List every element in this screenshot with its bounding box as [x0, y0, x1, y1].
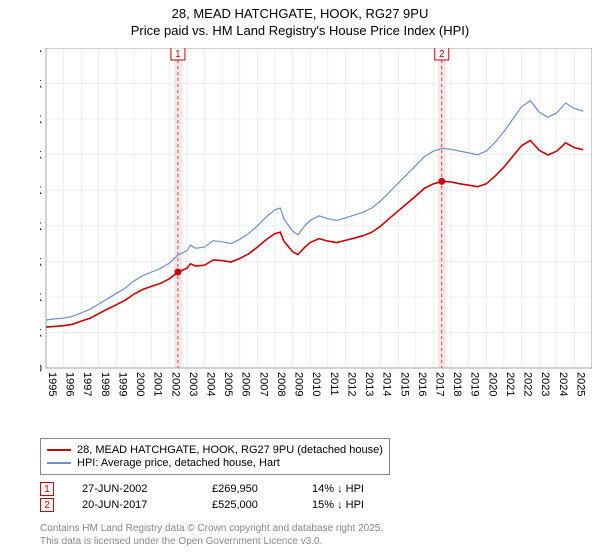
- svg-text:2020: 2020: [486, 372, 498, 396]
- svg-text:2005: 2005: [222, 372, 234, 396]
- legend-label: HPI: Average price, detached house, Hart: [77, 457, 280, 469]
- svg-text:2022: 2022: [522, 372, 534, 396]
- svg-text:2001: 2001: [152, 372, 164, 396]
- legend-label: 28, MEAD HATCHGATE, HOOK, RG27 9PU (deta…: [77, 444, 383, 456]
- marker-price: £525,000: [212, 499, 312, 511]
- marker-date: 20-JUN-2017: [82, 499, 212, 511]
- svg-text:1996: 1996: [64, 372, 76, 396]
- legend-swatch-icon: [47, 449, 71, 452]
- svg-text:£800K: £800K: [40, 79, 43, 91]
- svg-text:2021: 2021: [504, 372, 516, 396]
- svg-text:2006: 2006: [240, 372, 252, 396]
- svg-text:2025: 2025: [574, 372, 586, 396]
- marker-table: 1 27-JUN-2002 £269,950 14% ↓ HPI 2 20-JU…: [40, 482, 592, 514]
- svg-text:£200K: £200K: [40, 292, 43, 304]
- svg-text:2019: 2019: [469, 372, 481, 396]
- legend-item-price-paid: 28, MEAD HATCHGATE, HOOK, RG27 9PU (deta…: [47, 444, 383, 456]
- svg-text:£700K: £700K: [40, 114, 43, 126]
- svg-text:2016: 2016: [416, 372, 428, 396]
- svg-text:2002: 2002: [169, 372, 181, 396]
- svg-text:2007: 2007: [257, 372, 269, 396]
- svg-text:£0: £0: [40, 363, 42, 375]
- svg-text:1997: 1997: [81, 372, 93, 396]
- marker-badge-icon: 1: [40, 482, 54, 496]
- svg-text:2: 2: [439, 49, 445, 60]
- legend: 28, MEAD HATCHGATE, HOOK, RG27 9PU (deta…: [40, 438, 390, 475]
- marker-row-1: 1 27-JUN-2002 £269,950 14% ↓ HPI: [40, 482, 592, 496]
- svg-text:1: 1: [175, 49, 181, 60]
- svg-text:2003: 2003: [187, 372, 199, 396]
- svg-text:2012: 2012: [345, 372, 357, 396]
- title-address: 28, MEAD HATCHGATE, HOOK, RG27 9PU: [0, 6, 600, 21]
- title-subtitle: Price paid vs. HM Land Registry's House …: [0, 23, 600, 38]
- svg-text:£100K: £100K: [40, 327, 43, 339]
- svg-text:2024: 2024: [557, 372, 569, 396]
- svg-text:2015: 2015: [398, 372, 410, 396]
- marker-price: £269,950: [212, 483, 312, 495]
- svg-text:2004: 2004: [205, 372, 217, 396]
- svg-text:2023: 2023: [539, 372, 551, 396]
- svg-text:£400K: £400K: [40, 221, 43, 233]
- svg-text:2009: 2009: [293, 372, 305, 396]
- legend-item-hpi: HPI: Average price, detached house, Hart: [47, 457, 383, 469]
- attribution: Contains HM Land Registry data © Crown c…: [40, 522, 383, 548]
- svg-text:1999: 1999: [116, 372, 128, 396]
- svg-text:2014: 2014: [381, 372, 393, 396]
- line-chart: £0 £100K £200K £300K £400K £500K £600K £700K £80…: [40, 48, 592, 398]
- attribution-line1: Contains HM Land Registry data © Crown c…: [40, 522, 383, 535]
- svg-text:£500K: £500K: [40, 185, 43, 197]
- marker-row-2: 2 20-JUN-2017 £525,000 15% ↓ HPI: [40, 498, 592, 512]
- svg-text:1995: 1995: [46, 372, 58, 396]
- chart-container: 28, MEAD HATCHGATE, HOOK, RG27 9PU Price…: [0, 0, 600, 560]
- chart-area: £0 £100K £200K £300K £400K £500K £600K £700K £80…: [40, 48, 592, 398]
- svg-text:2017: 2017: [433, 372, 445, 396]
- attribution-line2: This data is licensed under the Open Gov…: [40, 535, 383, 548]
- marker-diff: 15% ↓ HPI: [312, 499, 412, 511]
- svg-text:2000: 2000: [134, 372, 146, 396]
- marker-diff: 14% ↓ HPI: [312, 483, 412, 495]
- svg-text:£300K: £300K: [40, 256, 43, 268]
- svg-text:2008: 2008: [275, 372, 287, 396]
- svg-text:2018: 2018: [451, 372, 463, 396]
- svg-text:2011: 2011: [328, 372, 340, 396]
- svg-text:2013: 2013: [363, 372, 375, 396]
- marker-date: 27-JUN-2002: [82, 483, 212, 495]
- svg-text:£900K: £900K: [40, 48, 43, 55]
- title-block: 28, MEAD HATCHGATE, HOOK, RG27 9PU Price…: [0, 0, 600, 38]
- marker-badge-icon: 2: [40, 498, 54, 512]
- svg-text:1998: 1998: [99, 372, 111, 396]
- svg-text:2010: 2010: [310, 372, 322, 396]
- legend-swatch-icon: [47, 462, 71, 464]
- svg-text:£600K: £600K: [40, 150, 43, 162]
